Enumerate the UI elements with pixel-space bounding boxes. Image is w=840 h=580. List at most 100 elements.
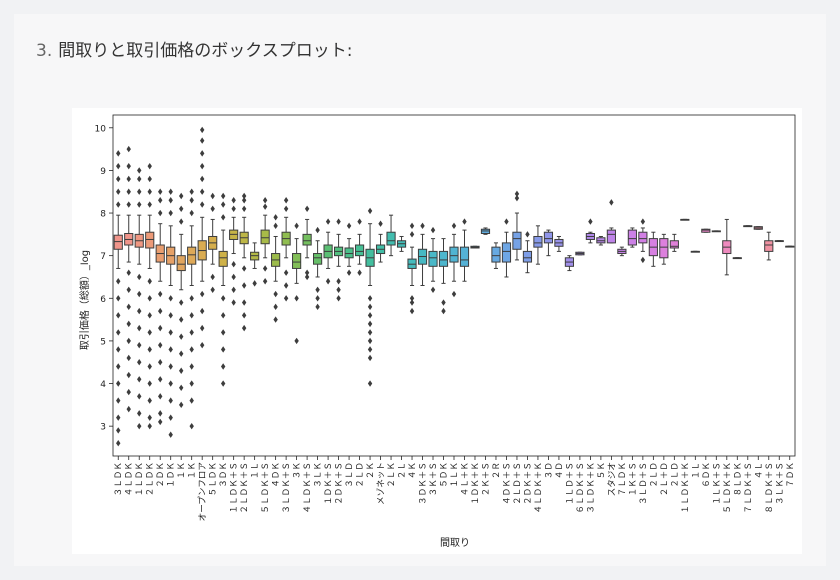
outlier-point xyxy=(179,350,184,357)
outlier-point xyxy=(241,192,247,200)
outlier-point xyxy=(137,175,142,183)
outlier-point xyxy=(179,401,184,409)
outlier-point xyxy=(168,295,173,302)
box xyxy=(638,231,648,244)
outlier-point xyxy=(346,222,352,230)
outlier-point xyxy=(158,197,163,204)
outlier-point xyxy=(168,414,173,421)
outlier-point xyxy=(273,290,278,298)
outlier-point xyxy=(220,346,226,353)
outlier-point xyxy=(189,380,194,387)
outlier-point xyxy=(116,175,121,183)
x-tick-label: ４Ｄ xyxy=(555,462,565,479)
outlier-point xyxy=(137,422,142,430)
outlier-point xyxy=(609,199,614,206)
outlier-point xyxy=(367,346,373,353)
x-tick-label: ３ＬＤＫ＋Ｋ xyxy=(585,462,596,514)
x-tick-label: １ＬＫ＋Ｓ xyxy=(711,462,722,505)
y-tick-label: 10 xyxy=(95,124,107,134)
outlier-point xyxy=(325,218,331,225)
outlier-point xyxy=(126,286,131,293)
x-tick-label: ２ＤＫ xyxy=(156,462,166,488)
x-tick-label: ３Ｋ xyxy=(293,462,303,479)
x-tick-label: ５Ｋ xyxy=(597,462,607,479)
x-tick-label: ２ＬＤ xyxy=(649,462,659,488)
outlier-point xyxy=(315,226,320,234)
box xyxy=(145,231,155,249)
outlier-point xyxy=(158,307,163,315)
x-tick-label: ４ＬＤＫ＋Ｋ xyxy=(533,462,544,514)
x-tick-label: スタジオ xyxy=(606,462,617,496)
outlier-point xyxy=(158,418,163,426)
x-tick-label: １ＬＤＫ＋Ｓ xyxy=(229,462,240,514)
outlier-point xyxy=(220,312,226,319)
box xyxy=(438,250,449,267)
outlier-point xyxy=(283,295,289,302)
outlier-point xyxy=(147,414,152,421)
x-tick-label: ７ＬＤＫ xyxy=(618,462,628,496)
outlier-point xyxy=(116,329,121,336)
x-tick-label: ５ＬＤＫ＋Ｓ xyxy=(260,462,271,514)
x-tick-label: １ＬＤ＋Ｓ xyxy=(564,462,575,505)
x-tick-label: ７ＬＤＫ＋Ｓ xyxy=(743,462,754,514)
x-tick-label: １Ｋ＋Ｓ xyxy=(627,462,638,496)
outlier-point xyxy=(262,197,268,204)
outlier-point xyxy=(189,312,194,319)
outlier-point xyxy=(126,175,131,183)
outlier-point xyxy=(147,422,152,430)
outlier-point xyxy=(189,188,194,195)
outlier-point xyxy=(336,218,341,225)
outlier-point xyxy=(116,295,121,302)
outlier-point xyxy=(179,299,184,306)
outlier-point xyxy=(315,295,320,302)
outlier-point xyxy=(199,201,205,208)
x-tick-label: ５ＬＤＫ＋Ｋ xyxy=(722,462,733,514)
box xyxy=(354,244,365,257)
x-tick-label: ３ＬＫ＋Ｓ xyxy=(774,462,785,505)
outlier-point xyxy=(462,218,467,225)
y-tick-label: 7 xyxy=(100,252,106,262)
outlier-point xyxy=(137,410,142,417)
outlier-point xyxy=(126,162,131,170)
outlier-point xyxy=(220,363,226,370)
outlier-point xyxy=(640,256,646,264)
outlier-point xyxy=(514,194,520,202)
outlier-point xyxy=(179,218,184,225)
x-axis-label: 間取り xyxy=(440,537,470,549)
outlier-point xyxy=(210,205,215,212)
x-tick-label: ３ＤＫ xyxy=(219,462,229,488)
boxplot-figure: 3 4 5 6 7 8 9 10 ３ＬＤＫ ４ＬＤＫ １ＬＤＫ ２ＬＤＫ ２ＤＫ １ＤＫ １Ｋ １Ｋ オープンフ… xyxy=(72,108,802,554)
outlier-point xyxy=(283,205,289,212)
outlier-point xyxy=(158,376,163,383)
outlier-point xyxy=(137,324,142,332)
outlier-point xyxy=(137,307,142,315)
outlier-point xyxy=(189,197,194,204)
outlier-point xyxy=(126,388,131,396)
box xyxy=(501,242,512,263)
x-tick-label: メゾネット xyxy=(376,462,387,505)
outlier-point xyxy=(367,207,373,215)
x-tick-label: ２Ｌ xyxy=(398,462,408,479)
outlier-point xyxy=(336,278,341,285)
outlier-point xyxy=(220,192,226,200)
outlier-point xyxy=(116,162,121,170)
y-tick-label: 5 xyxy=(100,337,106,347)
outlier-point xyxy=(409,222,415,230)
outlier-point xyxy=(441,299,446,306)
outlier-point xyxy=(231,260,236,268)
outlier-point xyxy=(168,329,173,336)
y-tick-label: 4 xyxy=(100,380,106,390)
section-title: 間取りと取引価格のボックスプロット: xyxy=(58,41,353,61)
plot-frame xyxy=(112,114,796,457)
y-tick-label: 9 xyxy=(100,167,106,177)
outlier-point xyxy=(367,380,373,387)
outlier-point xyxy=(199,150,205,157)
x-tick-label: １Ｋ xyxy=(188,462,198,479)
outlier-point xyxy=(168,397,173,404)
x-tick-label: １Ｌ xyxy=(691,462,701,479)
outlier-point xyxy=(158,341,163,349)
outlier-point xyxy=(336,286,341,293)
outlier-point xyxy=(179,367,184,374)
outlier-point xyxy=(199,137,205,144)
